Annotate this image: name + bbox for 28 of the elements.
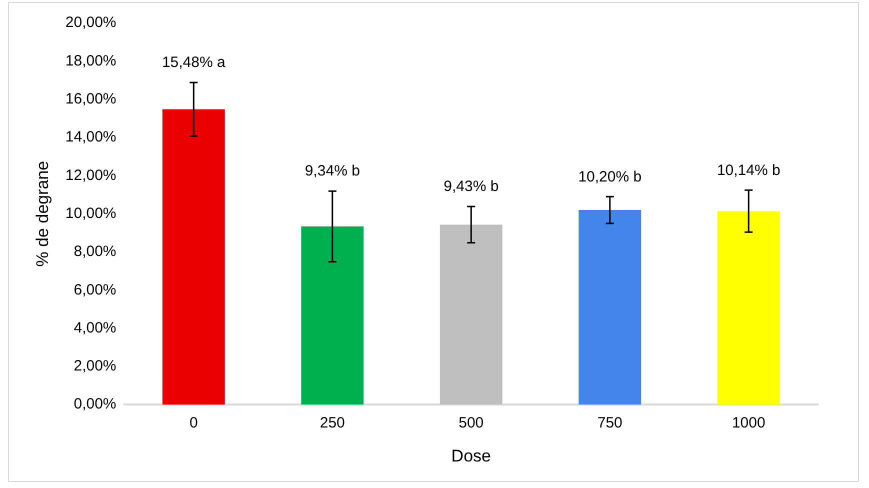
x-tick-label: 1000: [732, 414, 766, 432]
y-tick-label: 16,00%: [65, 90, 116, 108]
bar: [717, 211, 780, 405]
bar: [162, 109, 225, 405]
data-label: 9,43% b: [444, 178, 499, 196]
y-tick-label: 6,00%: [74, 281, 116, 298]
y-tick-label: 2,00%: [74, 358, 116, 375]
y-axis-title: % de degrane: [32, 160, 52, 267]
y-tick-label: 8,00%: [74, 243, 116, 260]
data-label: 9,34% b: [304, 162, 360, 180]
x-tick-label: 250: [320, 414, 345, 432]
bar: [440, 224, 502, 405]
data-label: 10,20% b: [578, 168, 642, 186]
y-tick-label: 4,00%: [74, 319, 116, 336]
y-tick-label: 14,00%: [65, 128, 116, 146]
y-tick-label: 18,00%: [65, 52, 116, 70]
x-axis-title: Dose: [451, 446, 491, 466]
y-tick-label: 12,00%: [65, 166, 116, 184]
data-label: 10,14% b: [716, 162, 780, 179]
x-tick-label: 750: [597, 414, 622, 432]
bar: [578, 210, 642, 405]
y-tick-label: 0,00%: [74, 396, 116, 413]
x-tick-label: 500: [458, 414, 484, 432]
data-label: 15,48% a: [162, 54, 226, 72]
y-tick-label: 10,00%: [65, 204, 116, 222]
bar: [301, 226, 364, 405]
x-tick-label: 0: [189, 414, 198, 432]
y-tick-label: 20,00%: [65, 14, 116, 32]
